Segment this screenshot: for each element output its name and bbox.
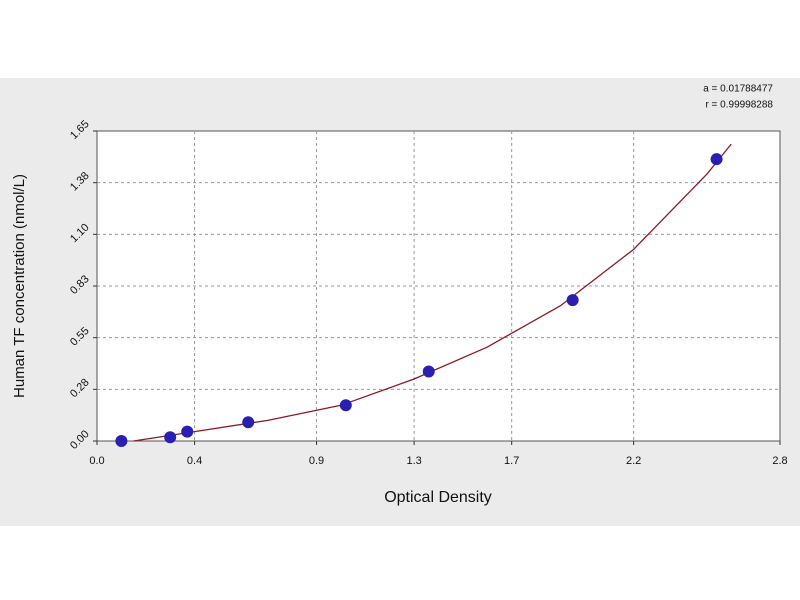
data-point [181, 425, 194, 438]
x-tick-label: 2.2 [626, 455, 641, 467]
x-tick-label: 1.7 [504, 455, 519, 467]
annotation: a = 0.01788477 [703, 84, 773, 95]
x-tick-label: 1.3 [406, 455, 421, 467]
data-point [710, 153, 723, 166]
plot-area [96, 130, 781, 442]
data-point [242, 416, 255, 429]
x-tick-label: 0.9 [309, 455, 324, 467]
data-point [422, 365, 435, 378]
x-axis-label: Optical Density [384, 489, 492, 506]
annotation: r = 0.99998288 [705, 100, 773, 111]
fit-curve [133, 143, 732, 442]
data-point [566, 294, 579, 307]
x-tick-label: 2.8 [772, 455, 787, 467]
data-point [115, 435, 128, 447]
y-axis-label: Human TF concentration (nmol/L) [11, 174, 28, 398]
data-point [164, 431, 177, 444]
data-point [339, 399, 352, 412]
x-tick-label: 0.4 [187, 455, 202, 467]
x-tick-label: 0.0 [89, 455, 104, 467]
